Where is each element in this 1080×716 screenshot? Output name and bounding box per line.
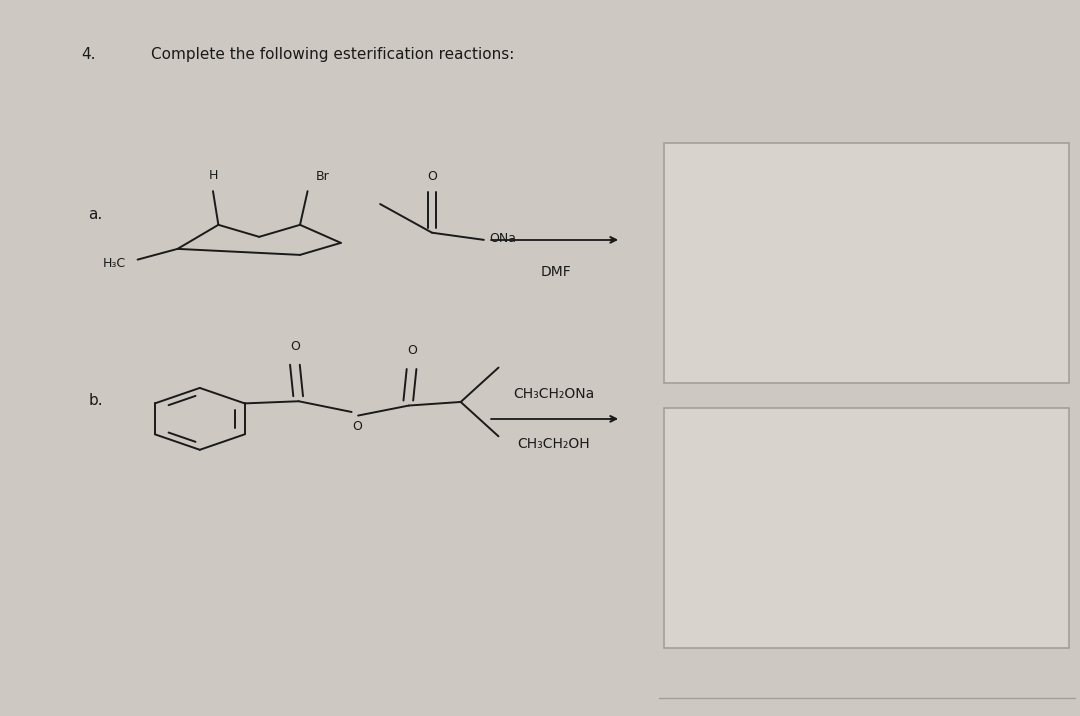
Text: CH₃CH₂OH: CH₃CH₂OH — [517, 437, 591, 451]
Text: DMF: DMF — [541, 265, 571, 279]
Text: O: O — [352, 420, 362, 433]
Text: Br: Br — [316, 170, 330, 183]
Text: H: H — [208, 169, 218, 182]
Bar — [664, 143, 1069, 383]
Text: O: O — [291, 339, 300, 352]
Text: Complete the following esterification reactions:: Complete the following esterification re… — [151, 47, 514, 62]
Text: O: O — [427, 170, 437, 183]
Text: b.: b. — [89, 394, 104, 408]
Text: 4.: 4. — [81, 47, 95, 62]
Text: H₃C: H₃C — [103, 257, 125, 270]
Text: O: O — [407, 344, 417, 357]
Bar — [664, 408, 1069, 648]
Text: a.: a. — [89, 208, 103, 222]
Text: CH₃CH₂ONa: CH₃CH₂ONa — [513, 387, 595, 401]
Text: ONa: ONa — [489, 232, 516, 245]
